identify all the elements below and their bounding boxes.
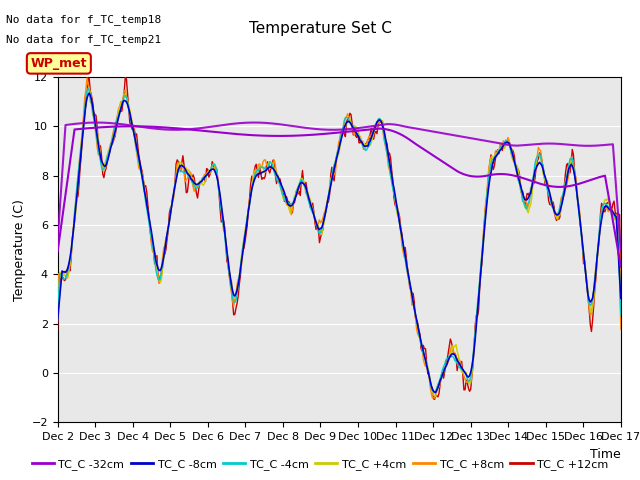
Text: Temperature Set C: Temperature Set C — [248, 21, 392, 36]
Y-axis label: Temperature (C): Temperature (C) — [13, 199, 26, 300]
Text: No data for f_TC_temp21: No data for f_TC_temp21 — [6, 34, 162, 45]
Legend: TC_C -32cm, TC_C -8cm, TC_C -4cm, TC_C +4cm, TC_C +8cm, TC_C +12cm: TC_C -32cm, TC_C -8cm, TC_C -4cm, TC_C +… — [28, 455, 612, 474]
Text: No data for f_TC_temp18: No data for f_TC_temp18 — [6, 14, 162, 25]
Text: WP_met: WP_met — [31, 57, 87, 70]
X-axis label: Time: Time — [590, 448, 621, 461]
